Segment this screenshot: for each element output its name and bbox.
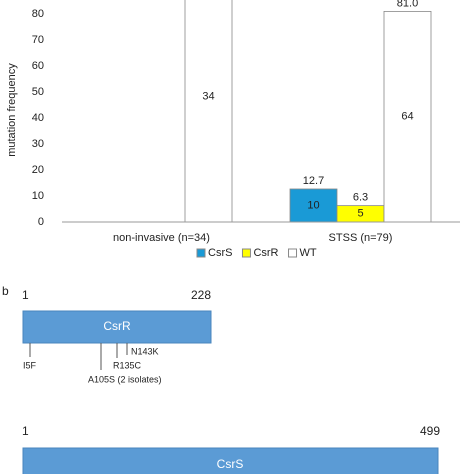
y-axis-label: mutation frequency: [6, 63, 18, 157]
y-tick-label: 80: [32, 8, 44, 20]
value-label: 81.0: [397, 0, 418, 9]
count-label: 34: [202, 90, 214, 102]
y-tick-label: 30: [32, 138, 44, 150]
bar: [383, 10, 432, 222]
x-tick-label: non-invasive (n=34): [113, 232, 210, 244]
legend-swatch: [241, 248, 251, 258]
plot-area: [184, 0, 432, 222]
value-label: 6.3: [353, 192, 368, 204]
legend-label: CsrR: [253, 247, 278, 259]
end-position: 228: [191, 288, 211, 302]
start-position: 1: [22, 424, 29, 438]
y-tick-label: 20: [32, 164, 44, 176]
mutation-label: N143K: [131, 346, 159, 356]
y-tick-label: 10: [32, 190, 44, 202]
legend-swatch: [288, 248, 298, 258]
end-position: 499: [420, 424, 440, 438]
panel-label: b: [2, 284, 9, 298]
bar: [289, 188, 338, 222]
legend-swatch: [196, 248, 206, 258]
y-tick-label: 40: [32, 112, 44, 124]
protein-name: CsrR: [103, 319, 131, 333]
value-label: 12.7: [303, 175, 324, 187]
mutation-label: R135C: [113, 360, 142, 370]
y-tick-label: 70: [32, 34, 44, 46]
protein-bar: [22, 310, 212, 344]
mutation-label: I5F: [23, 360, 37, 370]
legend-label: CsrS: [208, 247, 232, 259]
protein-name: CsrS: [217, 457, 244, 471]
legend-label: WT: [300, 247, 317, 259]
bar: [184, 0, 233, 222]
start-position: 1: [22, 288, 29, 302]
y-tick-label: 0: [38, 216, 44, 228]
protein-bar: [22, 447, 439, 474]
count-label: 64: [401, 111, 413, 123]
y-tick-label: 60: [32, 60, 44, 72]
mutation-label: A105S (2 isolates): [88, 374, 162, 384]
count-label: 5: [357, 208, 363, 220]
x-tick-label: STSS (n=79): [329, 232, 393, 244]
count-label: 10: [307, 199, 319, 211]
y-tick-label: 50: [32, 86, 44, 98]
